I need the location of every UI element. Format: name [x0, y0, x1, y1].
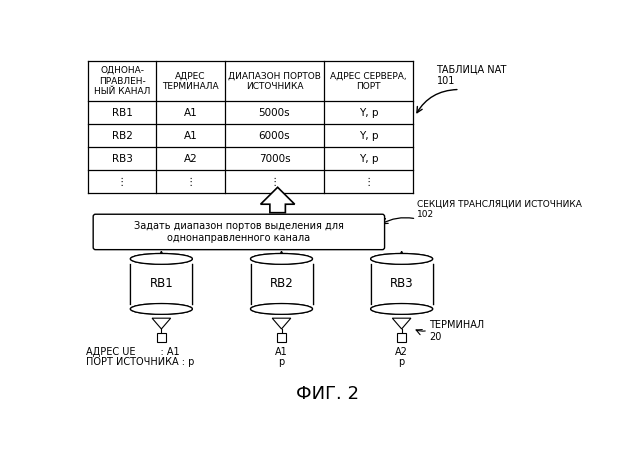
Text: 7000s: 7000s	[259, 154, 291, 164]
Text: RB1: RB1	[111, 107, 132, 117]
Text: A1: A1	[184, 131, 197, 141]
Ellipse shape	[250, 254, 312, 264]
Ellipse shape	[131, 303, 193, 314]
Ellipse shape	[371, 254, 433, 264]
Text: ПОРТ ИСТОЧНИКА : p: ПОРТ ИСТОЧНИКА : p	[86, 357, 195, 367]
Ellipse shape	[131, 303, 193, 314]
Text: A1: A1	[184, 107, 197, 117]
Polygon shape	[272, 318, 291, 329]
Text: ДИАПАЗОН ПОРТОВ
ИСТОЧНИКА: ДИАПАЗОН ПОРТОВ ИСТОЧНИКА	[228, 71, 321, 91]
Text: p: p	[278, 357, 285, 367]
Ellipse shape	[371, 303, 433, 314]
Text: АДРЕС
ТЕРМИНАЛА: АДРЕС ТЕРМИНАЛА	[162, 71, 219, 91]
Polygon shape	[152, 318, 171, 329]
Text: СЕКЦИЯ ТРАНСЛЯЦИИ ИСТОЧНИКА
102: СЕКЦИЯ ТРАНСЛЯЦИИ ИСТОЧНИКА 102	[417, 199, 582, 218]
Bar	[277, 333, 286, 342]
Text: RB3: RB3	[390, 277, 413, 290]
FancyBboxPatch shape	[93, 214, 385, 250]
Ellipse shape	[131, 254, 193, 264]
Text: RB2: RB2	[269, 277, 293, 290]
Bar	[371, 259, 433, 309]
Text: Y, p: Y, p	[359, 131, 378, 141]
Text: ⋮: ⋮	[186, 177, 196, 187]
Text: A1: A1	[275, 347, 288, 357]
Text: ОДНОНА-
ПРАВЛЕН-
НЫЙ КАНАЛ: ОДНОНА- ПРАВЛЕН- НЫЙ КАНАЛ	[94, 66, 150, 96]
Text: A2: A2	[184, 154, 197, 164]
Text: 5000s: 5000s	[259, 107, 291, 117]
Ellipse shape	[371, 254, 433, 264]
Text: ⋮: ⋮	[364, 177, 374, 187]
Ellipse shape	[371, 303, 433, 314]
Text: АДРЕС UE        : A1: АДРЕС UE : A1	[86, 347, 180, 357]
Bar	[250, 259, 312, 309]
Ellipse shape	[131, 254, 193, 264]
Ellipse shape	[250, 254, 312, 264]
Text: p: p	[399, 357, 404, 367]
Text: ⋮: ⋮	[117, 177, 127, 187]
Text: ТАБЛИЦА NAT
101: ТАБЛИЦА NAT 101	[436, 64, 507, 85]
Text: АДРЕС СЕРВЕРА,
ПОРТ: АДРЕС СЕРВЕРА, ПОРТ	[330, 71, 407, 91]
Bar	[131, 259, 193, 309]
Bar	[157, 333, 166, 342]
Text: Y, p: Y, p	[359, 107, 378, 117]
Text: RB3: RB3	[111, 154, 132, 164]
Polygon shape	[392, 318, 411, 329]
Ellipse shape	[250, 303, 312, 314]
Text: 6000s: 6000s	[259, 131, 291, 141]
Text: ФИГ. 2: ФИГ. 2	[296, 385, 360, 403]
Text: RB2: RB2	[111, 131, 132, 141]
Bar	[397, 333, 406, 342]
Polygon shape	[260, 187, 294, 213]
Text: Y, p: Y, p	[359, 154, 378, 164]
Text: Задать диапазон портов выделения для
однонаправленного канала: Задать диапазон портов выделения для одн…	[134, 221, 344, 243]
Text: ТЕРМИНАЛ
20: ТЕРМИНАЛ 20	[429, 320, 484, 342]
Text: A2: A2	[395, 347, 408, 357]
Ellipse shape	[250, 303, 312, 314]
Text: RB1: RB1	[150, 277, 173, 290]
Text: ⋮: ⋮	[269, 177, 280, 187]
